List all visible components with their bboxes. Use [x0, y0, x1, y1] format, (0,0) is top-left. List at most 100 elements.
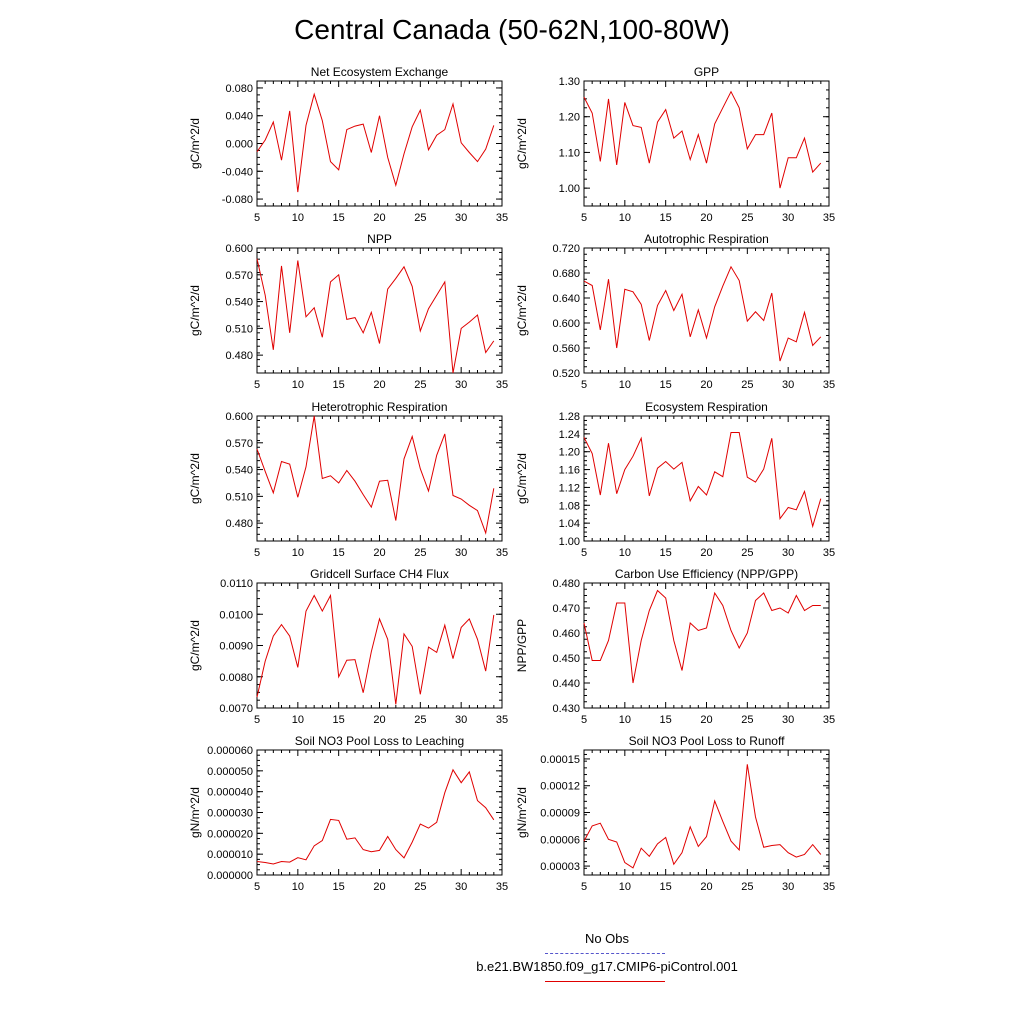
plot-frame [583, 749, 830, 876]
x-tick-label: 15 [660, 212, 672, 224]
legend-label: No Obs [584, 931, 630, 946]
x-tick-label: 20 [373, 881, 385, 893]
y-tick-label: 1.30 [559, 76, 580, 88]
x-tick-label: 15 [333, 379, 345, 391]
y-tick-label: 0.480 [225, 518, 253, 530]
y-tick-label: 0.000 [225, 139, 253, 151]
x-tick-label: 35 [823, 714, 835, 726]
series-line [583, 432, 822, 529]
x-tick-label: 35 [496, 714, 508, 726]
x-tick-label: 35 [823, 881, 835, 893]
chart-panel: Soil NO3 Pool Loss to Runoff gN/m^2/d 5 10 1… [515, 734, 835, 893]
y-tick-label: 1.28 [559, 411, 580, 423]
legend: No Obs b.e21.BW1850.f09_g17.CMIP6-piCont… [462, 930, 752, 986]
y-tick-label: 0.720 [552, 243, 580, 255]
x-tick-label: 15 [333, 212, 345, 224]
y-tick-label: 0.540 [225, 465, 253, 477]
legend-line-dashed [545, 953, 665, 954]
y-tick-label: 1.24 [559, 429, 580, 441]
x-tick-label: 5 [581, 379, 587, 391]
chart-panel: Net Ecosystem Exchange gC/m^2/d 5 10 15 20 25 3… [188, 65, 508, 224]
y-tick-label: 0.600 [552, 318, 580, 330]
series-line [256, 768, 495, 865]
plot-frame [583, 80, 830, 207]
panel-title: Heterotrophic Respiration [311, 400, 447, 414]
y-tick-label: 0.00012 [540, 781, 580, 793]
y-tick-label: 0.520 [552, 368, 580, 380]
y-tick-label: 0.000000 [207, 870, 253, 882]
x-tick-label: 5 [581, 212, 587, 224]
y-tick-label: 1.08 [559, 500, 580, 512]
y-tick-label: 1.00 [559, 183, 580, 195]
y-tick-label: 1.00 [559, 536, 580, 548]
x-tick-label: 25 [414, 714, 426, 726]
series-line [583, 90, 822, 189]
panel-title: Net Ecosystem Exchange [311, 65, 449, 79]
series-line [256, 415, 495, 535]
x-tick-label: 15 [333, 547, 345, 559]
y-tick-label: 0.600 [225, 411, 253, 423]
y-tick-label: 0.00003 [540, 861, 580, 873]
x-tick-label: 10 [292, 212, 304, 224]
y-tick-label: 0.000030 [207, 808, 253, 820]
y-tick-label: 0.0110 [220, 578, 253, 590]
y-tick-label: 0.0080 [219, 672, 253, 684]
y-tick-label: 0.040 [225, 111, 253, 123]
x-tick-label: 30 [782, 881, 794, 893]
plot-frame [583, 582, 830, 709]
x-tick-label: 10 [619, 379, 631, 391]
x-tick-label: 5 [254, 212, 260, 224]
y-tick-label: 0.00015 [540, 754, 580, 766]
y-tick-label: 1.04 [559, 518, 580, 530]
x-tick-label: 20 [700, 212, 712, 224]
x-tick-label: 20 [373, 212, 385, 224]
y-axis-label: gC/m^2/d [188, 285, 202, 336]
x-tick-label: 35 [496, 881, 508, 893]
x-tick-label: 25 [741, 714, 753, 726]
plot-frame [256, 80, 503, 207]
y-axis-label: gC/m^2/d [515, 453, 529, 504]
panel-title: Gridcell Surface CH4 Flux [310, 567, 449, 581]
y-tick-label: 0.470 [552, 603, 580, 615]
series-line [256, 593, 495, 705]
chart-panel: GPP gC/m^2/d 5 10 15 20 25 30 35 1.00 1.10 1.20 1.30 [515, 65, 835, 224]
plot-frame [583, 247, 830, 374]
series-line [583, 589, 821, 684]
panel-title: Soil NO3 Pool Loss to Leaching [295, 734, 464, 748]
y-tick-label: 0.00009 [540, 808, 580, 820]
x-tick-label: 30 [782, 547, 794, 559]
x-tick-label: 20 [700, 379, 712, 391]
x-tick-label: 15 [660, 379, 672, 391]
y-tick-label: 1.10 [559, 147, 580, 159]
panel-title: Carbon Use Efficiency (NPP/GPP) [615, 567, 798, 581]
y-tick-label: 0.510 [225, 323, 253, 335]
x-tick-label: 5 [254, 379, 260, 391]
x-tick-label: 15 [333, 881, 345, 893]
y-axis-label: NPP/GPP [515, 619, 529, 672]
plot-frame [583, 415, 830, 542]
y-tick-label: 0.560 [552, 343, 580, 355]
y-tick-label: 1.20 [559, 447, 580, 459]
y-tick-label: 0.480 [225, 350, 253, 362]
x-tick-label: 25 [741, 212, 753, 224]
plot-frame [256, 582, 503, 709]
x-tick-label: 35 [496, 212, 508, 224]
x-tick-label: 20 [373, 379, 385, 391]
x-tick-label: 30 [455, 212, 467, 224]
chart-panel: Soil NO3 Pool Loss to Leaching gN/m^2/d 5 1… [188, 734, 508, 893]
panel-title: Ecosystem Respiration [645, 400, 768, 414]
plot-frame [256, 247, 503, 374]
y-tick-label: 0.0070 [219, 703, 253, 715]
x-tick-label: 20 [373, 714, 385, 726]
x-tick-label: 25 [414, 547, 426, 559]
x-tick-label: 25 [414, 212, 426, 224]
y-tick-label: 0.680 [552, 268, 580, 280]
y-axis-label: gC/m^2/d [515, 285, 529, 336]
x-tick-label: 35 [496, 379, 508, 391]
chart-panel: NPP gC/m^2/d 5 10 15 20 25 30 35 0.480 0.510 0.540 0… [188, 232, 508, 391]
x-tick-label: 10 [292, 379, 304, 391]
x-tick-label: 35 [823, 379, 835, 391]
x-tick-label: 25 [741, 881, 753, 893]
y-tick-label: 0.600 [225, 243, 253, 255]
